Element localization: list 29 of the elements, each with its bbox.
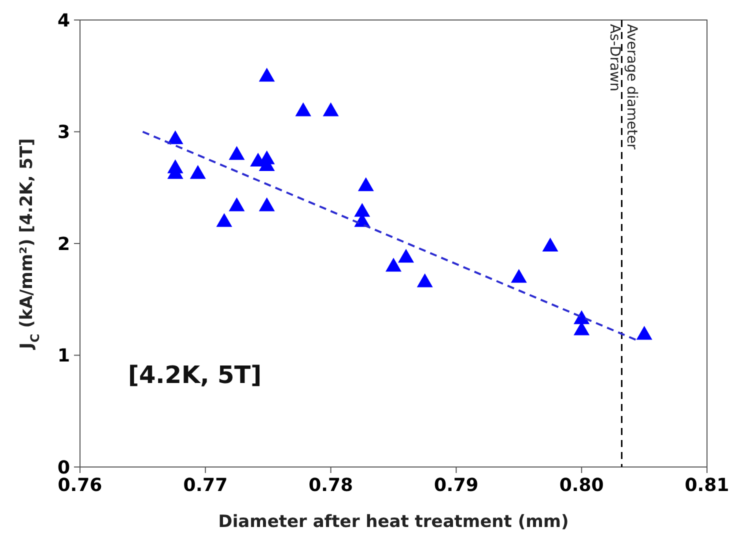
- x-tick-label: 0.79: [434, 475, 478, 496]
- point: [295, 102, 312, 116]
- y-tick-label: 1: [57, 346, 70, 367]
- y-tick-label: 3: [57, 122, 70, 144]
- y-tick-label: 2: [57, 234, 70, 255]
- point: [258, 68, 275, 82]
- point: [416, 273, 433, 288]
- point: [228, 146, 245, 160]
- x-tick-label: 0.80: [559, 475, 604, 496]
- point: [398, 248, 414, 263]
- annotation: [4.2K, 5T]: [128, 361, 262, 390]
- point: [228, 197, 245, 212]
- point: [636, 326, 652, 340]
- point: [167, 130, 184, 144]
- point: [216, 213, 232, 227]
- point: [542, 238, 558, 252]
- x-axis-title: Diameter after heat treatment (mm): [218, 512, 569, 532]
- point: [510, 268, 527, 283]
- point: [358, 177, 374, 192]
- point: [386, 258, 402, 272]
- point: [190, 165, 206, 179]
- x-tick-label: 0.81: [684, 475, 730, 496]
- point: [354, 203, 370, 217]
- x-tick-label: 0.78: [308, 475, 354, 496]
- ref-line-label: Average diameter As-Drawn: [606, 24, 640, 150]
- point: [322, 102, 339, 116]
- y-tick-label: 4: [57, 10, 70, 32]
- point: [258, 197, 275, 212]
- x-tick-label: 0.77: [183, 475, 228, 496]
